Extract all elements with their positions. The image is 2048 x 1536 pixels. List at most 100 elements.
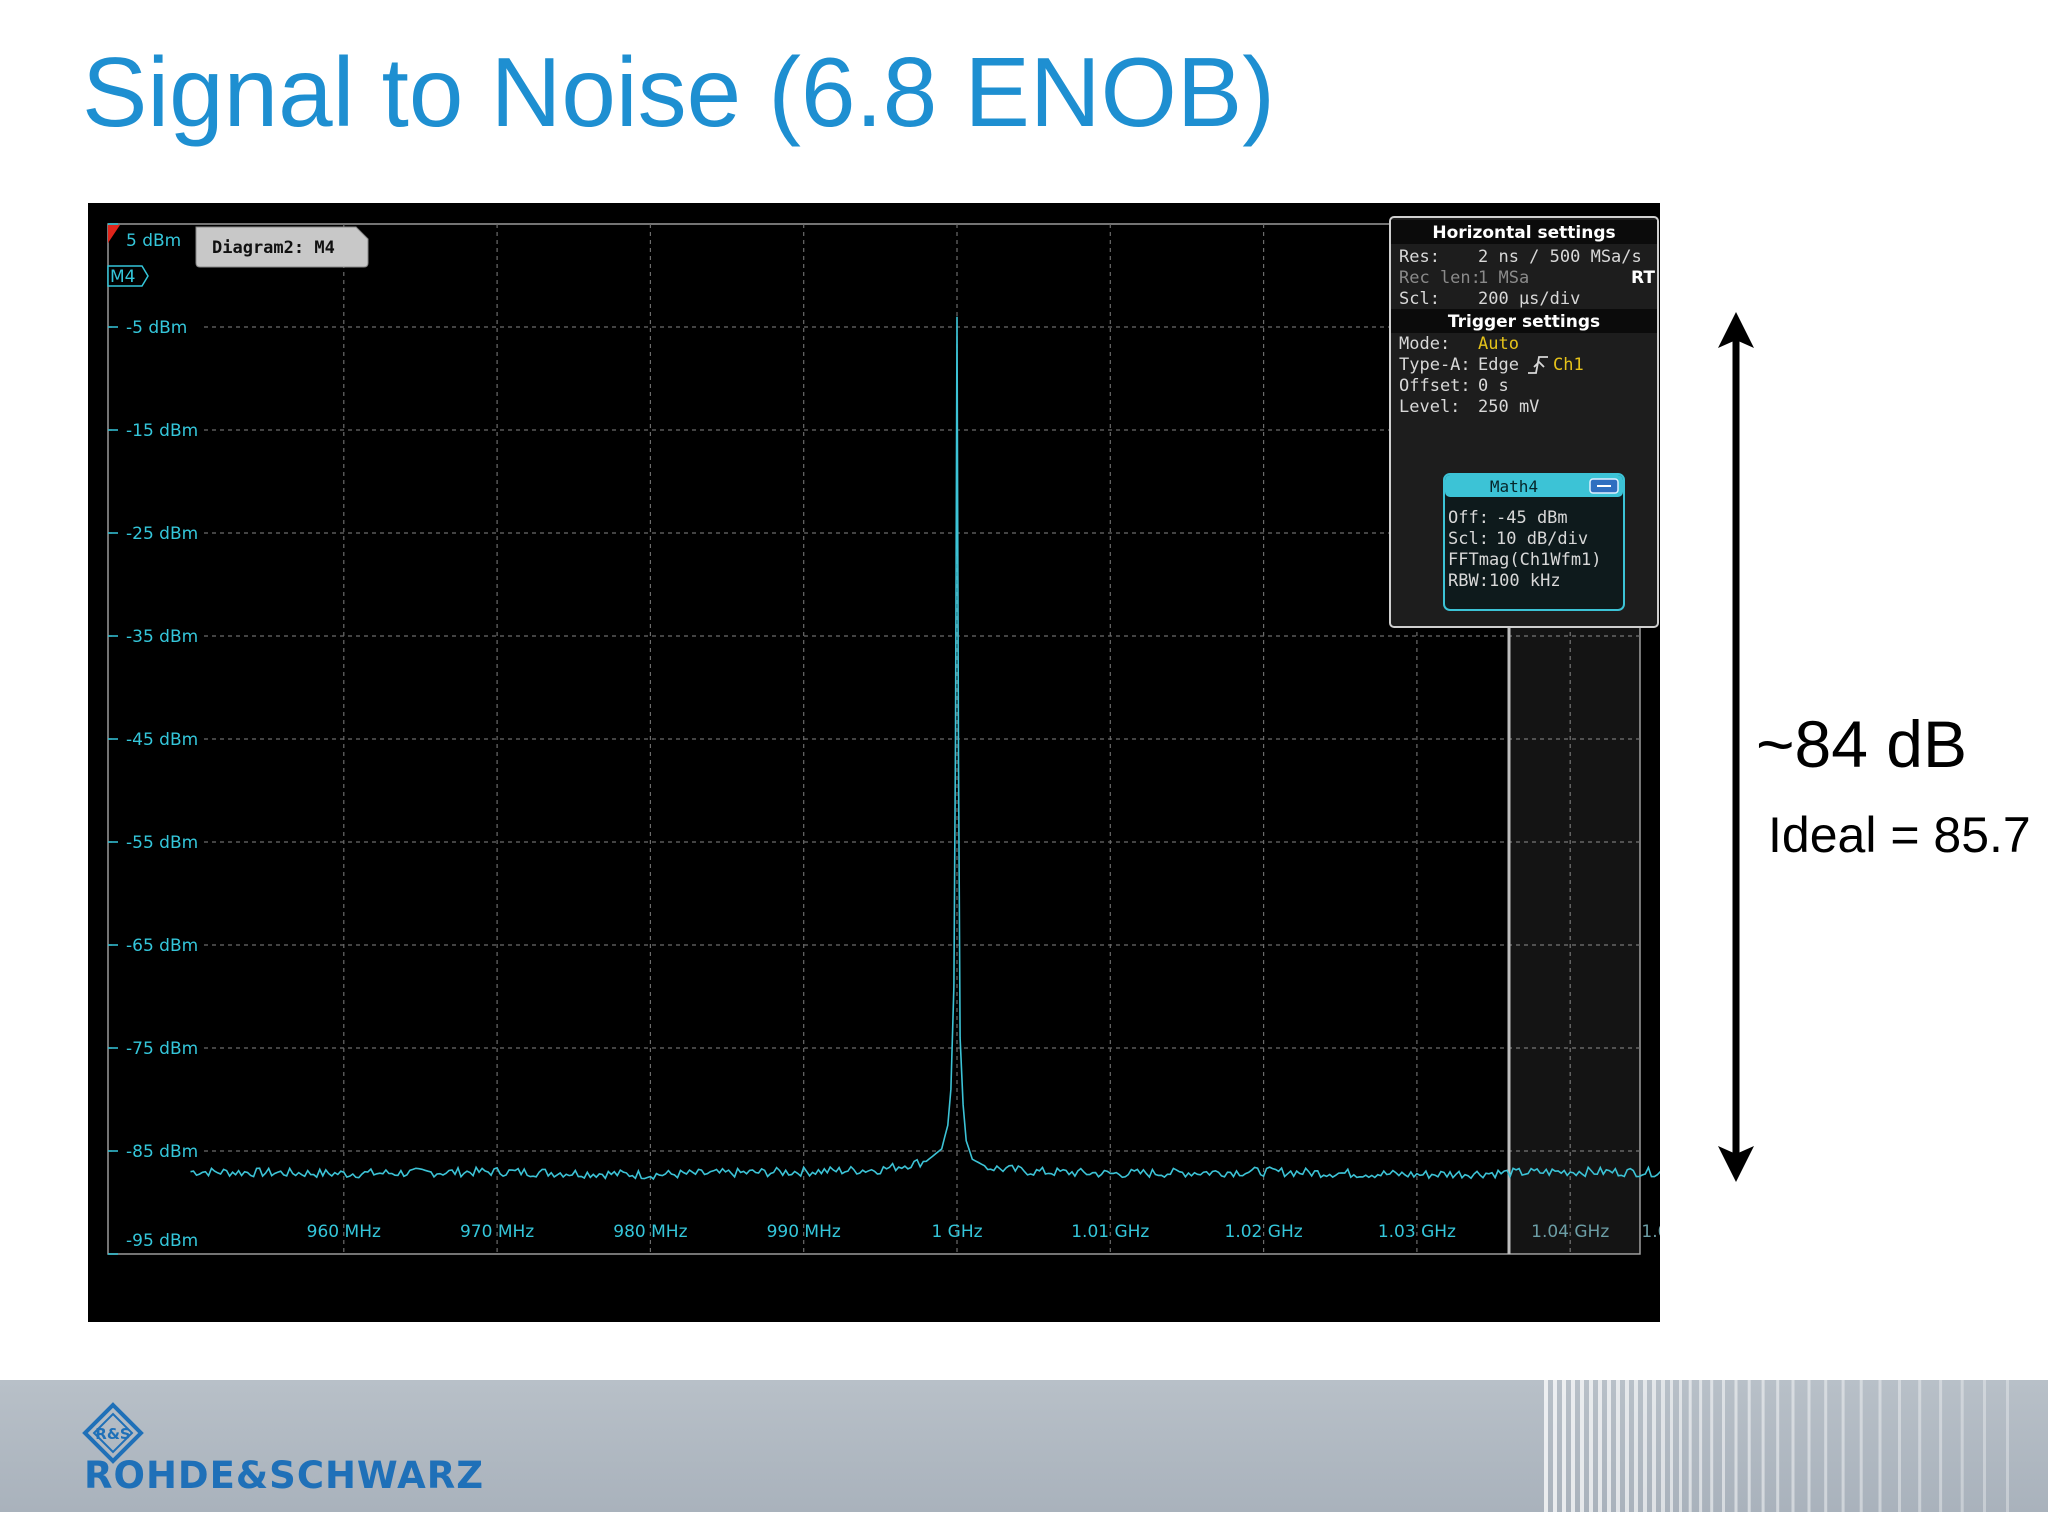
math-off-label: Off: — [1448, 508, 1489, 528]
footer-stripe — [1722, 1380, 1725, 1512]
offset-value: 0 s — [1478, 376, 1509, 396]
footer-stripe — [1598, 1380, 1602, 1512]
footer-stripe — [1544, 1380, 1548, 1512]
math-scl-label: Scl: — [1448, 529, 1489, 549]
footer-stripe — [1960, 1380, 1964, 1512]
rs-logo-icon: R&S — [82, 1402, 144, 1464]
spectrum-trace — [190, 316, 1660, 1181]
y-tick-bg — [112, 1229, 204, 1251]
footer-stripe — [1859, 1380, 1863, 1512]
minimize-icon[interactable] — [1589, 478, 1619, 494]
footer-stripe — [1983, 1380, 1986, 1512]
x-tick-label: 1.05 GHz — [1641, 1222, 1660, 1242]
y-tick-label: -35 dBm — [126, 627, 198, 647]
math-function: FFTmag(Ch1Wfm1) — [1448, 550, 1602, 570]
y-axis-ticks: 5 dBm -5 dBm -15 dBm -25 dBm -35 dBm -45 dBm -… — [108, 223, 204, 1255]
footer-stripe — [1661, 1380, 1665, 1512]
y-tick-label: -85 dBm — [126, 1142, 198, 1162]
footer-stripe — [1878, 1380, 1882, 1512]
footer-stripe — [1761, 1380, 1765, 1512]
math-off-value: -45 dBm — [1496, 508, 1568, 528]
trigger-settings-header: Trigger settings — [1448, 312, 1600, 332]
footer-stripe — [1625, 1380, 1629, 1512]
y-tick: -5 dBm — [108, 316, 204, 338]
horizontal-settings-header: Horizontal settings — [1432, 223, 1615, 243]
m4-marker-label: M4 — [110, 267, 135, 287]
y-tick-label: 5 dBm — [126, 231, 181, 251]
footer-stripe — [1616, 1380, 1620, 1512]
footer-stripe — [1939, 1380, 1943, 1512]
x-tick-label: 1.02 GHz — [1225, 1222, 1303, 1242]
footer-stripes — [1544, 1380, 2009, 1512]
footer-stripe — [1571, 1380, 1575, 1512]
footer-stripe — [1747, 1380, 1751, 1512]
scl-value: 200 µs/div — [1478, 289, 1580, 309]
y-tick-label: -5 dBm — [126, 318, 187, 338]
footer-stripe — [1734, 1380, 1738, 1512]
footer-stripe — [1710, 1380, 1714, 1512]
footer-stripe — [1643, 1380, 1647, 1512]
double-arrow — [1718, 312, 1754, 1182]
level-label: Level: — [1399, 397, 1460, 417]
diagram-tab[interactable]: Diagram2: M4 — [195, 226, 369, 268]
m4-marker[interactable]: M4 — [107, 265, 149, 287]
y-tick-bg — [112, 419, 204, 441]
level-value: 250 mV — [1478, 397, 1539, 417]
mode-value: Auto — [1478, 334, 1519, 354]
scl-label: Scl: — [1399, 289, 1440, 309]
y-tick-label: -45 dBm — [126, 730, 198, 750]
y-tick: -15 dBm — [108, 419, 204, 441]
math-rbw: RBW:100 kHz — [1448, 571, 1561, 591]
footer-stripe — [1824, 1380, 1828, 1512]
y-tick-label: -65 dBm — [126, 936, 198, 956]
footer-stripe — [1699, 1380, 1703, 1512]
footer-stripe — [1898, 1380, 1901, 1512]
y-tick-label: -25 dBm — [126, 524, 198, 544]
mode-label: Mode: — [1399, 334, 1450, 354]
footer-stripe — [1580, 1380, 1584, 1512]
x-tick-label: 970 MHz — [460, 1222, 534, 1242]
y-tick-label: -95 dBm — [126, 1231, 198, 1251]
y-tick: -85 dBm — [108, 1140, 204, 1162]
y-tick-label: -15 dBm — [126, 421, 198, 441]
math-scl-value: 10 dB/div — [1496, 529, 1588, 549]
reclen-value: 1 MSa — [1478, 268, 1529, 288]
footer-stripe — [1776, 1380, 1780, 1512]
y-tick: -35 dBm — [108, 625, 204, 647]
y-tick-bg — [112, 1037, 204, 1059]
math4-box[interactable]: Math4 Off: -45 dBm Scl: 10 dB/div FFTmag… — [1443, 473, 1625, 611]
x-axis-ticks: 960 MHz 970 MHz 980 MHz 990 MHz 1 GHz 1.01 GH… — [307, 1222, 1660, 1242]
x-tick-label: 990 MHz — [767, 1222, 841, 1242]
footer-stripe — [1791, 1380, 1795, 1512]
footer-stripe — [1553, 1380, 1557, 1512]
footer-stripe — [1670, 1380, 1673, 1512]
snr-annotation: ~84 dB — [1756, 707, 1968, 781]
y-tick: -25 dBm — [108, 522, 204, 544]
footer-stripe — [1634, 1380, 1638, 1512]
footer-stripe — [1652, 1380, 1656, 1512]
brand-name: ROHDE&SCHWARZ — [84, 1454, 485, 1497]
y-tick: -95 dBm — [108, 1229, 204, 1255]
footer-stripe — [1562, 1380, 1566, 1512]
y-tick: 5 dBm — [108, 223, 204, 251]
x-tick-label: 1.04 GHz — [1531, 1222, 1609, 1242]
y-tick-bg — [112, 522, 204, 544]
type-value: Edge — [1478, 355, 1519, 375]
rt-indicator: RT — [1631, 268, 1655, 288]
x-tick-label: 960 MHz — [307, 1222, 381, 1242]
x-tick-label: 980 MHz — [613, 1222, 687, 1242]
res-value: 2 ns / 500 MSa/s — [1478, 247, 1642, 267]
spectrum-diagram: 5 dBm -5 dBm -15 dBm -25 dBm -35 dBm -45 dBm -… — [107, 216, 1660, 1255]
y-tick-bg — [112, 1140, 204, 1162]
footer-bar — [0, 1380, 2048, 1512]
footer-stripe — [1841, 1380, 1845, 1512]
footer-stripe — [1589, 1380, 1593, 1512]
y-tick-label: -55 dBm — [126, 833, 198, 853]
x-tick-label: 1.01 GHz — [1071, 1222, 1149, 1242]
ideal-annotation: Ideal = 85.7 — [1768, 807, 2031, 863]
offset-label: Offset: — [1399, 376, 1471, 396]
y-tick: -55 dBm — [108, 831, 204, 853]
slide-title: Signal to Noise (6.8 ENOB) — [82, 37, 1275, 147]
footer-stripe — [2006, 1380, 2009, 1512]
type-label: Type-A: — [1399, 355, 1471, 375]
